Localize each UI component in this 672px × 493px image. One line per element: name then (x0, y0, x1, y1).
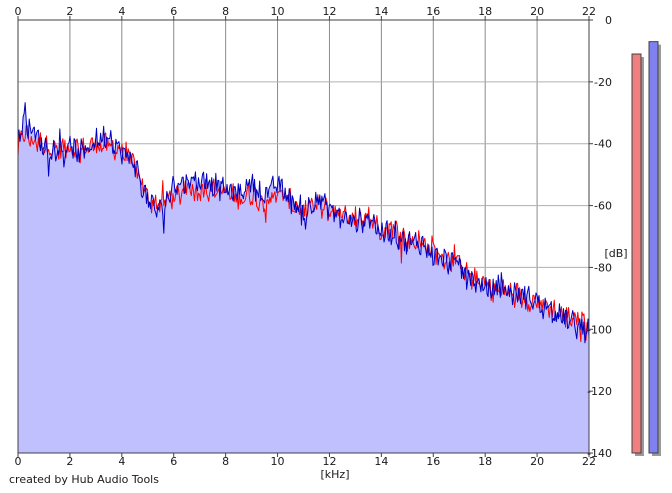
x-tick-label-bottom: 4 (118, 455, 125, 468)
x-ticks-top: 0 2 4 6 8 10 12 14 16 18 20 22 (15, 5, 596, 20)
y-tick-label: -60 (594, 200, 612, 213)
x-tick-label-bottom: 20 (530, 455, 544, 468)
level-meter-1 (631, 53, 642, 454)
x-tick-label-top: 14 (374, 5, 388, 18)
x-tick-label-top: 6 (170, 5, 177, 18)
plot-border (17, 19, 590, 454)
level-meters (631, 41, 661, 457)
x-tick-label-top: 10 (271, 5, 285, 18)
y-tick-label: -120 (587, 385, 612, 398)
level-meter-2 (648, 41, 659, 454)
series-layer (17, 102, 590, 344)
x-tick-label-bottom: 0 (15, 455, 22, 468)
x-tick-label-bottom: 16 (426, 455, 440, 468)
y-tick-label: -80 (594, 261, 612, 274)
plot-frame (17, 19, 590, 454)
x-tick-label-top: 20 (530, 5, 544, 18)
x-tick-label-top: 0 (15, 5, 22, 18)
x-tick-label-top: 16 (426, 5, 440, 18)
x-tick-label-bottom: 14 (374, 455, 388, 468)
credit-text: created by Hub Audio Tools (9, 473, 159, 486)
x-tick-label-top: 22 (582, 5, 596, 18)
x-tick-label-bottom: 22 (582, 455, 596, 468)
y-tick-label: -40 (594, 138, 612, 151)
y-ticks: 0 -20 -40 -60 -80 -100 -120 -140 (587, 14, 612, 460)
y-tick-label: -20 (594, 76, 612, 89)
x-tick-label-top: 4 (118, 5, 125, 18)
y-tick-label: -140 (587, 447, 612, 460)
x-tick-label-bottom: 6 (170, 455, 177, 468)
x-tick-label-top: 8 (222, 5, 229, 18)
x-axis-label: [kHz] (321, 468, 350, 481)
x-tick-label-bottom: 2 (66, 455, 73, 468)
y-axis-label: [dB] (604, 247, 627, 260)
x-ticks-bottom: 0 2 4 6 8 10 12 14 16 18 20 22 (15, 453, 596, 468)
spectrum-fill (18, 102, 589, 454)
y-tick-label: 0 (605, 14, 612, 27)
y-tick-label: -100 (587, 323, 612, 336)
x-tick-label-bottom: 8 (222, 455, 229, 468)
x-tick-label-bottom: 10 (271, 455, 285, 468)
x-tick-label-bottom: 12 (322, 455, 336, 468)
x-tick-label-top: 12 (322, 5, 336, 18)
x-tick-label-top: 18 (478, 5, 492, 18)
spectrum-area (18, 102, 589, 454)
series-line-2 (17, 102, 590, 344)
x-tick-label-top: 2 (66, 5, 73, 18)
x-tick-label-bottom: 18 (478, 455, 492, 468)
